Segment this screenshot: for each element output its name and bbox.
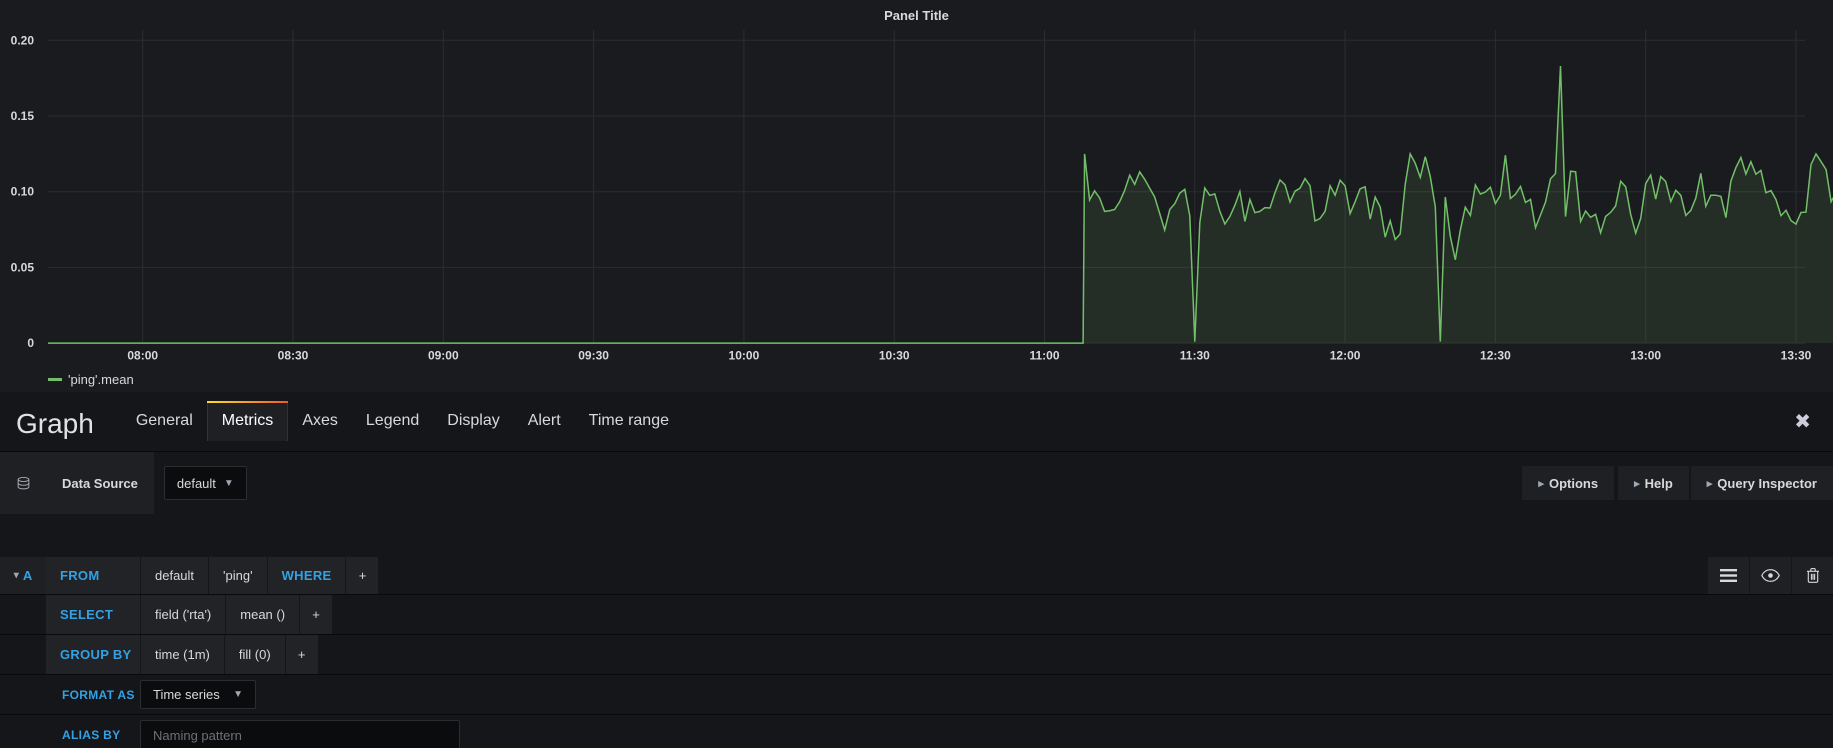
svg-text:0.20: 0.20	[11, 33, 35, 47]
svg-text:0.05: 0.05	[11, 260, 35, 274]
svg-text:08:00: 08:00	[127, 349, 158, 363]
svg-text:0: 0	[27, 336, 34, 350]
svg-text:0.10: 0.10	[11, 185, 35, 199]
svg-text:0.15: 0.15	[11, 109, 35, 123]
svg-text:10:30: 10:30	[879, 349, 910, 363]
svg-text:08:30: 08:30	[278, 349, 309, 363]
svg-text:13:30: 13:30	[1781, 349, 1812, 363]
svg-text:12:30: 12:30	[1480, 349, 1511, 363]
svg-text:11:00: 11:00	[1029, 349, 1059, 363]
svg-text:12:00: 12:00	[1330, 349, 1361, 363]
svg-text:09:00: 09:00	[428, 349, 459, 363]
svg-text:10:00: 10:00	[729, 349, 760, 363]
svg-text:09:30: 09:30	[578, 349, 609, 363]
svg-text:11:30: 11:30	[1180, 349, 1210, 363]
svg-text:13:00: 13:00	[1630, 349, 1661, 363]
